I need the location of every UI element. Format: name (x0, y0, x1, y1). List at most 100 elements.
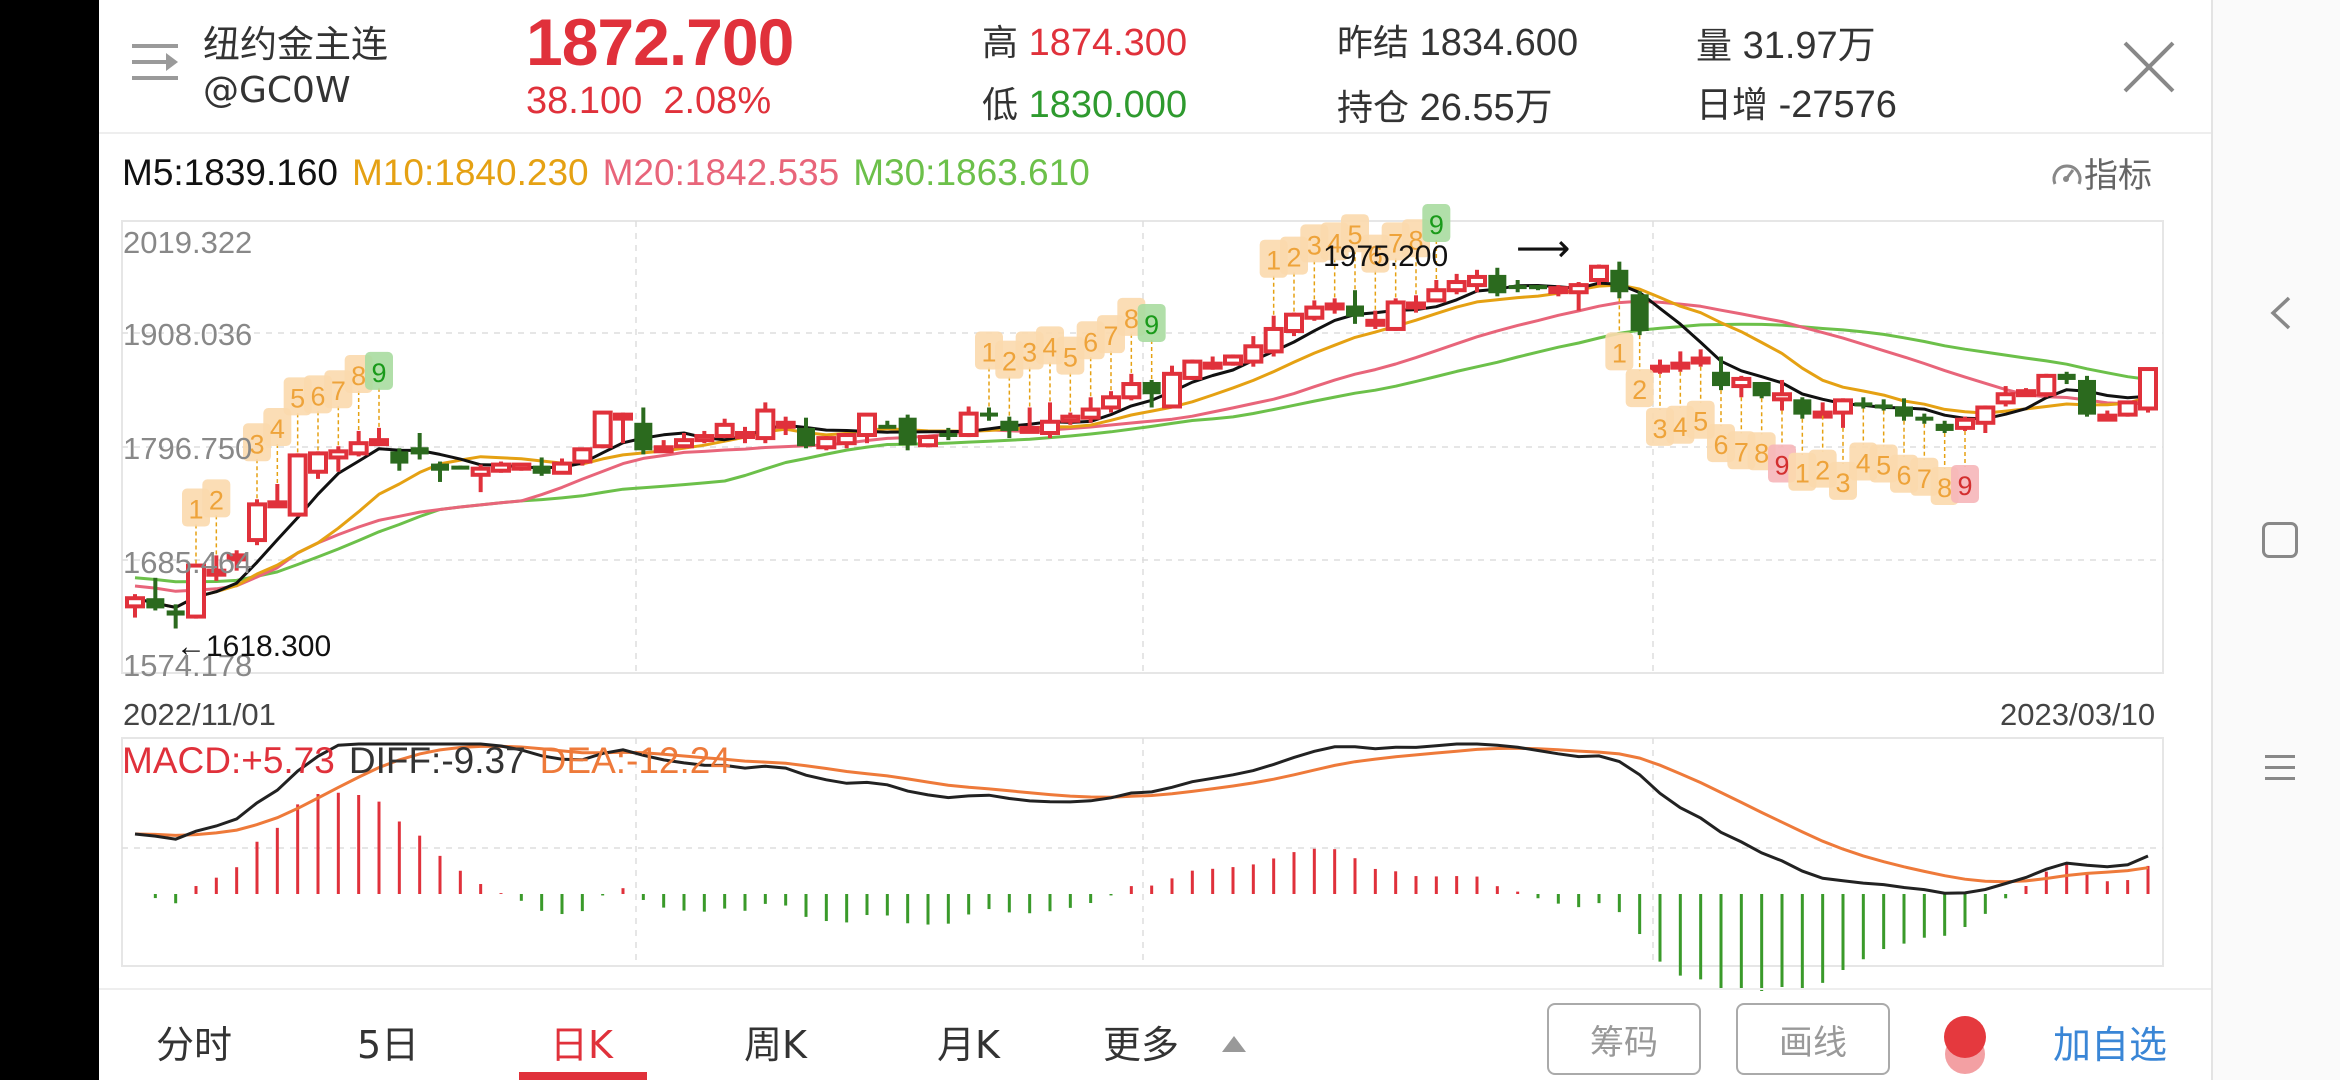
tab-intraday[interactable]: 分时 (156, 1023, 233, 1067)
svg-text:7: 7 (1388, 228, 1403, 258)
high-marker-label: 1975.200 (1323, 240, 1449, 273)
svg-text:7: 7 (1103, 321, 1118, 351)
record-dot-icon[interactable] (1935, 1010, 1995, 1080)
tab-more[interactable]: 更多 (1103, 1014, 1247, 1069)
price-change: 38.100 2.08% (526, 80, 771, 123)
ma5-value: M5:1839.160 (122, 152, 339, 193)
stat-open-interest: 持仓 26.55万 (1337, 87, 1553, 129)
svg-text:4: 4 (270, 414, 285, 444)
svg-text:7: 7 (1734, 437, 1749, 467)
svg-text:4: 4 (1673, 412, 1688, 442)
svg-text:2: 2 (1002, 347, 1017, 377)
svg-text:6: 6 (1083, 327, 1098, 357)
start-date: 2022/11/01 (123, 697, 276, 732)
stat-low: 低 1830.000 (982, 84, 1188, 126)
svg-text:6: 6 (1368, 241, 1383, 271)
svg-text:4: 4 (1042, 332, 1057, 362)
svg-text:5: 5 (1876, 451, 1891, 481)
svg-text:1: 1 (1795, 459, 1810, 489)
caret-up-icon (1222, 1036, 1247, 1052)
svg-text:9: 9 (371, 358, 386, 388)
instrument-name: 纽约金主连 (203, 23, 388, 66)
svg-text:1: 1 (981, 337, 996, 367)
home-icon[interactable] (2262, 522, 2298, 558)
svg-text:9: 9 (1774, 451, 1789, 481)
svg-text:2: 2 (1286, 243, 1301, 273)
svg-text:2: 2 (1632, 375, 1647, 405)
y-tick-1: 1908.036 (123, 317, 253, 352)
stat-daily-change: 日增 -27576 (1696, 84, 1897, 126)
indicator-button[interactable]: 指标 (2050, 148, 2152, 197)
ma20-value: M20:1842.535 (602, 152, 840, 193)
tab-weekly-k[interactable]: 周K (744, 1023, 807, 1067)
system-nav-bar (2211, 0, 2340, 1080)
header-divider (99, 132, 2211, 134)
tab-monthly-k[interactable]: 月K (937, 1023, 1000, 1067)
svg-text:5: 5 (1063, 343, 1078, 373)
last-price: 1872.700 (526, 5, 794, 79)
svg-text:2: 2 (209, 485, 224, 515)
gauge-icon (2052, 164, 2082, 185)
svg-text:1: 1 (1266, 246, 1281, 276)
svg-text:4: 4 (1327, 228, 1342, 258)
svg-text:2: 2 (1815, 456, 1830, 486)
add-favorite-button[interactable]: 加自选 (2053, 1023, 2168, 1067)
ma30-value: M30:1863.610 (853, 152, 1090, 193)
svg-text:3: 3 (1307, 230, 1322, 260)
svg-text:8: 8 (1754, 438, 1769, 468)
tab-5day[interactable]: 5日 (357, 1023, 420, 1067)
tab-daily-k[interactable]: 日K (550, 1023, 613, 1067)
bottom-divider (99, 988, 2211, 990)
stat-high: 高 1874.300 (982, 22, 1188, 64)
svg-text:7: 7 (331, 376, 346, 406)
svg-text:8: 8 (1408, 225, 1423, 255)
diff-value: DIFF:-9.37 (348, 740, 526, 781)
chips-button[interactable]: 筹码 (1547, 1003, 1701, 1075)
dea-value: DEA:-12.24 (539, 740, 731, 781)
svg-text:3: 3 (1835, 468, 1850, 498)
stat-volume: 量 31.97万 (1696, 25, 1876, 67)
recents-menu-icon[interactable] (2265, 755, 2295, 788)
ma10-value: M10:1840.230 (352, 152, 589, 193)
svg-text:6: 6 (1713, 430, 1728, 460)
back-icon[interactable] (2270, 295, 2292, 331)
svg-text:4: 4 (1856, 449, 1871, 479)
svg-text:5: 5 (290, 383, 305, 413)
main-panel (99, 0, 2211, 1080)
stat-prev-settle: 昨结 1834.600 (1337, 22, 1579, 64)
svg-text:8: 8 (1124, 304, 1139, 334)
svg-text:8: 8 (1937, 473, 1952, 503)
svg-text:6: 6 (310, 381, 325, 411)
y-tick-0: 2019.322 (123, 225, 253, 260)
svg-text:9: 9 (1429, 210, 1444, 240)
low-marker-label: ←1618.300 (176, 630, 332, 663)
y-tick-2: 1796.750 (123, 431, 253, 466)
y-tick-3: 1685.464 (123, 545, 253, 580)
ma-legend: M5:1839.160 M10:1840.230 M20:1842.535 M30:1… (122, 152, 1104, 194)
close-icon[interactable] (2122, 40, 2176, 94)
svg-text:3: 3 (249, 429, 264, 459)
macd-value: MACD:+5.73 (122, 740, 335, 781)
change-value: 38.100 (526, 80, 643, 122)
svg-text:9: 9 (1957, 471, 1972, 501)
svg-text:5: 5 (1693, 407, 1708, 437)
svg-text:9: 9 (1144, 310, 1159, 340)
svg-text:8: 8 (351, 361, 366, 391)
svg-text:6: 6 (1896, 461, 1911, 491)
svg-text:5: 5 (1347, 220, 1362, 250)
y-tick-4: 1574.178 (123, 648, 253, 683)
change-pct: 2.08% (663, 80, 772, 122)
high-marker-arrow-icon: ⟶ (1516, 226, 1571, 270)
instrument-code: @GC0W (203, 70, 351, 111)
menu-arrow-icon[interactable] (132, 42, 178, 82)
svg-text:3: 3 (1652, 414, 1667, 444)
macd-legend: MACD:+5.73 DIFF:-9.37 DEA:-12.24 (122, 740, 745, 782)
svg-text:1: 1 (188, 495, 203, 525)
end-date: 2023/03/10 (2000, 697, 2156, 732)
svg-text:3: 3 (1022, 337, 1037, 367)
draw-line-button[interactable]: 画线 (1736, 1003, 1890, 1075)
active-tab-indicator (519, 1072, 647, 1080)
svg-text:1: 1 (1612, 338, 1627, 368)
svg-text:7: 7 (1917, 464, 1932, 494)
